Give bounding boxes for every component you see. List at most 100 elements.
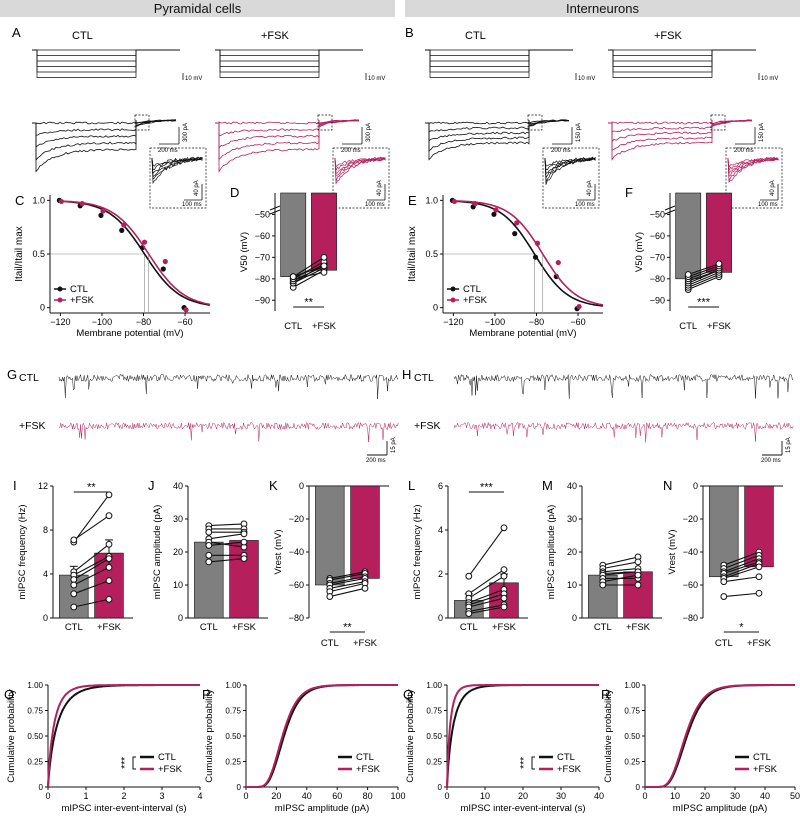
panel-letter-J: J	[148, 478, 155, 493]
pair-line	[602, 567, 639, 573]
condition-label: CTL	[19, 372, 39, 384]
pair-line	[723, 576, 760, 583]
pair-point	[240, 530, 248, 538]
x-tick-label: 20	[518, 791, 528, 801]
inset-box	[725, 147, 783, 209]
pair-point	[326, 593, 334, 600]
condition-label: CTL	[465, 30, 486, 42]
inset-trace	[544, 157, 596, 174]
data-point	[58, 198, 64, 205]
x-tick-label: 80	[363, 791, 373, 801]
x-axis-label: mIPSC amplitude (pA)	[275, 803, 370, 814]
pair-line	[602, 556, 639, 566]
category-label: CTL	[284, 321, 302, 332]
pair-point	[320, 253, 328, 261]
pair-line	[687, 274, 720, 288]
pair-line	[468, 588, 505, 604]
category-label: CTL	[65, 622, 83, 633]
y-axis-label: V50 (mV)	[239, 232, 250, 272]
scalebar-label: 15 pA	[786, 437, 792, 453]
x-tick-label: 10	[670, 791, 680, 801]
pair-point	[755, 573, 763, 581]
pair-line	[468, 593, 505, 606]
pair-point	[105, 564, 113, 571]
category-label: +FSK	[707, 321, 732, 332]
legend-label: +FSK	[158, 764, 183, 775]
panel-letter-Q: Q	[403, 687, 413, 702]
scalebar-label: 15 pA	[391, 437, 397, 453]
pair-line	[208, 558, 245, 563]
legend-label: +FSK	[356, 764, 381, 775]
pair-line	[293, 265, 325, 278]
scalebar-label: 40 pA	[377, 180, 383, 196]
pair-point	[240, 555, 248, 562]
category-label: CTL	[460, 622, 478, 633]
x-tick-label: 50	[790, 791, 800, 801]
scalebar-label: 300 pA	[183, 123, 189, 142]
pair-point	[105, 512, 113, 520]
voltage-step	[608, 49, 756, 56]
pair-point	[105, 540, 113, 548]
pair-line	[688, 265, 720, 278]
x-tick-label: 100	[390, 791, 405, 801]
x-tick-label: 20	[700, 791, 710, 801]
pair-line	[73, 566, 110, 586]
y-axis-label: Cumulative probability	[405, 689, 416, 783]
pair-point	[755, 589, 763, 597]
pair-point	[205, 542, 213, 549]
category-label: +FSK	[492, 622, 517, 633]
pair-line	[292, 256, 325, 278]
y-tick-label: −70	[650, 252, 665, 262]
scalebar-label: 200 ms	[366, 458, 386, 464]
y-tick-label: 0.5	[425, 249, 438, 259]
y-tick-label: −20	[683, 514, 698, 524]
data-point	[100, 208, 106, 214]
pair-line	[468, 527, 505, 577]
y-tick-label: 0.75	[225, 707, 241, 716]
mipsc-trace	[58, 421, 399, 443]
category-label: +FSK	[312, 321, 337, 332]
header-interneurons: Interneurons	[405, 0, 800, 17]
panel-letter-P: P	[202, 687, 211, 702]
panel-letter-O: O	[4, 687, 14, 702]
y-axis-label: Cumulative probability	[6, 689, 17, 783]
pair-line	[468, 575, 505, 599]
current-trace	[32, 119, 177, 173]
pair-line	[468, 597, 505, 608]
pair-point	[634, 558, 642, 566]
legend-marker	[57, 286, 63, 292]
legend-marker	[57, 297, 63, 303]
pair-point	[715, 260, 723, 268]
y-tick-label: −80	[650, 274, 665, 284]
y-tick-label: 30	[173, 514, 183, 524]
pair-line	[468, 604, 505, 612]
pair-point	[320, 268, 328, 276]
pair-line	[468, 569, 505, 595]
y-tick-label: 1.0	[425, 195, 438, 205]
data-point	[162, 258, 168, 265]
data-point	[121, 222, 127, 228]
fit-curve	[60, 200, 211, 306]
voltage-step	[32, 49, 180, 78]
data-point	[534, 240, 541, 246]
pair-line	[723, 551, 760, 566]
voltage-step	[425, 49, 573, 78]
x-tick-label: −60	[177, 317, 192, 327]
category-label: +FSK	[353, 638, 378, 649]
data-point	[532, 254, 539, 260]
voltage-step	[608, 49, 756, 67]
current-trace	[32, 119, 177, 162]
pair-line	[73, 555, 110, 576]
y-tick-label: −60	[255, 231, 270, 241]
y-tick-label: 0	[693, 481, 698, 491]
scalebar-label: 40 pA	[770, 180, 776, 196]
voltage-step	[425, 49, 573, 67]
pair-point	[205, 528, 213, 536]
x-tick-label: −80	[529, 317, 544, 327]
x-tick-label: −100	[485, 317, 505, 327]
scalebar-label: 10 mV	[185, 76, 202, 82]
scalebar-label: 100 ms	[575, 202, 595, 208]
zoom-box	[134, 114, 150, 131]
x-tick-label: −60	[570, 317, 585, 327]
panel-letter-B: B	[405, 25, 414, 40]
